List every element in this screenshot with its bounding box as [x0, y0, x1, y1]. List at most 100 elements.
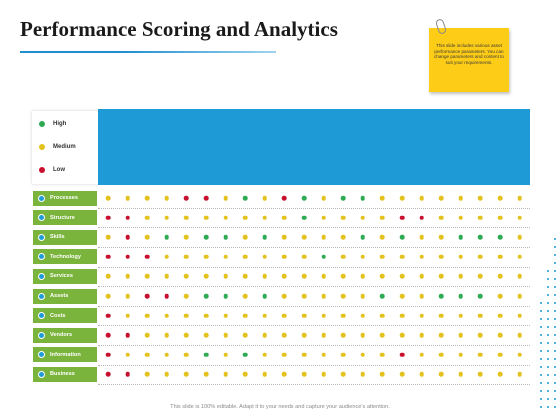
score-dot	[340, 313, 346, 318]
decor-dot	[554, 270, 556, 272]
score-dot	[497, 293, 503, 299]
score-dot	[301, 293, 307, 299]
decor-dot	[547, 318, 549, 320]
score-dot	[419, 313, 424, 318]
score-dot	[223, 215, 228, 220]
decor-dot	[540, 326, 542, 328]
score-dot	[497, 234, 503, 240]
row-label-technology: Technology	[33, 249, 97, 265]
score-dot	[125, 215, 130, 220]
score-dot	[125, 332, 130, 338]
decor-dot	[554, 326, 556, 328]
gear-icon	[38, 194, 45, 202]
decor-dot	[554, 302, 556, 304]
decor-dot	[547, 334, 549, 336]
score-dot	[497, 372, 503, 377]
score-dot	[419, 195, 424, 201]
decor-dot	[554, 390, 556, 392]
row-divider	[98, 384, 530, 386]
score-dot	[164, 195, 170, 201]
score-dot	[144, 313, 150, 318]
score-dot	[105, 293, 111, 299]
row-label-business: Business	[33, 366, 97, 382]
score-dot	[144, 234, 150, 240]
score-dot	[105, 234, 111, 240]
score-dot	[282, 254, 287, 260]
score-dot	[203, 195, 209, 201]
decor-dot	[547, 310, 549, 312]
legend-item-low: Low	[39, 167, 65, 173]
score-dot	[380, 372, 385, 377]
score-dot	[301, 195, 307, 201]
score-dot	[321, 215, 326, 220]
score-dot	[497, 352, 503, 358]
decor-dot	[540, 350, 542, 352]
score-dot	[321, 313, 326, 318]
score-dot	[223, 254, 228, 260]
decor-dot	[547, 374, 549, 376]
score-dot	[144, 293, 150, 299]
score-dot	[419, 352, 424, 358]
legend-item-high: High	[39, 121, 66, 127]
score-dot	[164, 215, 170, 220]
row-label-text: Business	[50, 371, 75, 378]
decor-dot	[554, 246, 556, 248]
decor-dot	[547, 342, 549, 344]
score-dot	[242, 313, 248, 318]
score-dot	[438, 195, 444, 201]
score-dot	[184, 352, 189, 358]
decor-dot	[540, 374, 542, 376]
score-dot	[399, 274, 405, 279]
score-dot	[144, 254, 150, 260]
footer-note: This slide is 100% editable. Adapt it to…	[170, 404, 390, 410]
row-label-text: Assets	[50, 293, 69, 299]
coins-icon	[38, 312, 45, 320]
score-dot	[340, 274, 346, 279]
decor-dot	[554, 366, 556, 368]
decor-dot	[547, 406, 549, 408]
row-label-structure: Structure	[33, 210, 97, 226]
score-dot	[164, 293, 170, 299]
score-dot	[438, 254, 444, 260]
score-dot	[164, 234, 170, 240]
row-divider	[98, 345, 530, 346]
score-dot	[380, 352, 385, 358]
brain-icon	[38, 233, 45, 241]
score-dot	[105, 254, 111, 260]
score-dot	[458, 372, 464, 377]
score-dot	[262, 215, 268, 220]
score-dot	[380, 215, 385, 220]
score-dot	[203, 332, 209, 338]
score-dot	[262, 313, 268, 318]
score-dot	[184, 234, 189, 240]
score-dot	[438, 234, 444, 240]
score-dot	[360, 352, 366, 358]
score-dot	[164, 313, 170, 318]
score-dot	[125, 352, 130, 358]
score-dot	[478, 313, 483, 318]
score-dot	[184, 313, 189, 318]
score-dot	[360, 313, 366, 318]
score-dot	[360, 372, 366, 377]
score-dot	[321, 293, 326, 299]
score-dot	[282, 332, 287, 338]
decor-dot	[547, 278, 549, 280]
score-dot	[203, 372, 209, 377]
row-label-skills: Skills	[33, 229, 97, 245]
score-dot	[340, 195, 346, 201]
row-divider	[98, 325, 530, 327]
score-dot	[478, 372, 483, 377]
score-dot	[164, 254, 170, 260]
score-dot	[360, 254, 366, 260]
sticky-note: This slide includes various asset perfor…	[429, 28, 509, 92]
decor-dot	[547, 358, 549, 360]
score-dot	[203, 234, 209, 240]
score-dot	[164, 274, 170, 279]
score-dot	[164, 352, 170, 358]
score-dot	[360, 234, 366, 240]
decor-dot	[547, 302, 549, 304]
decor-dot	[554, 238, 556, 240]
score-dot	[321, 254, 326, 260]
score-dot	[105, 372, 111, 377]
score-dot	[144, 215, 150, 220]
